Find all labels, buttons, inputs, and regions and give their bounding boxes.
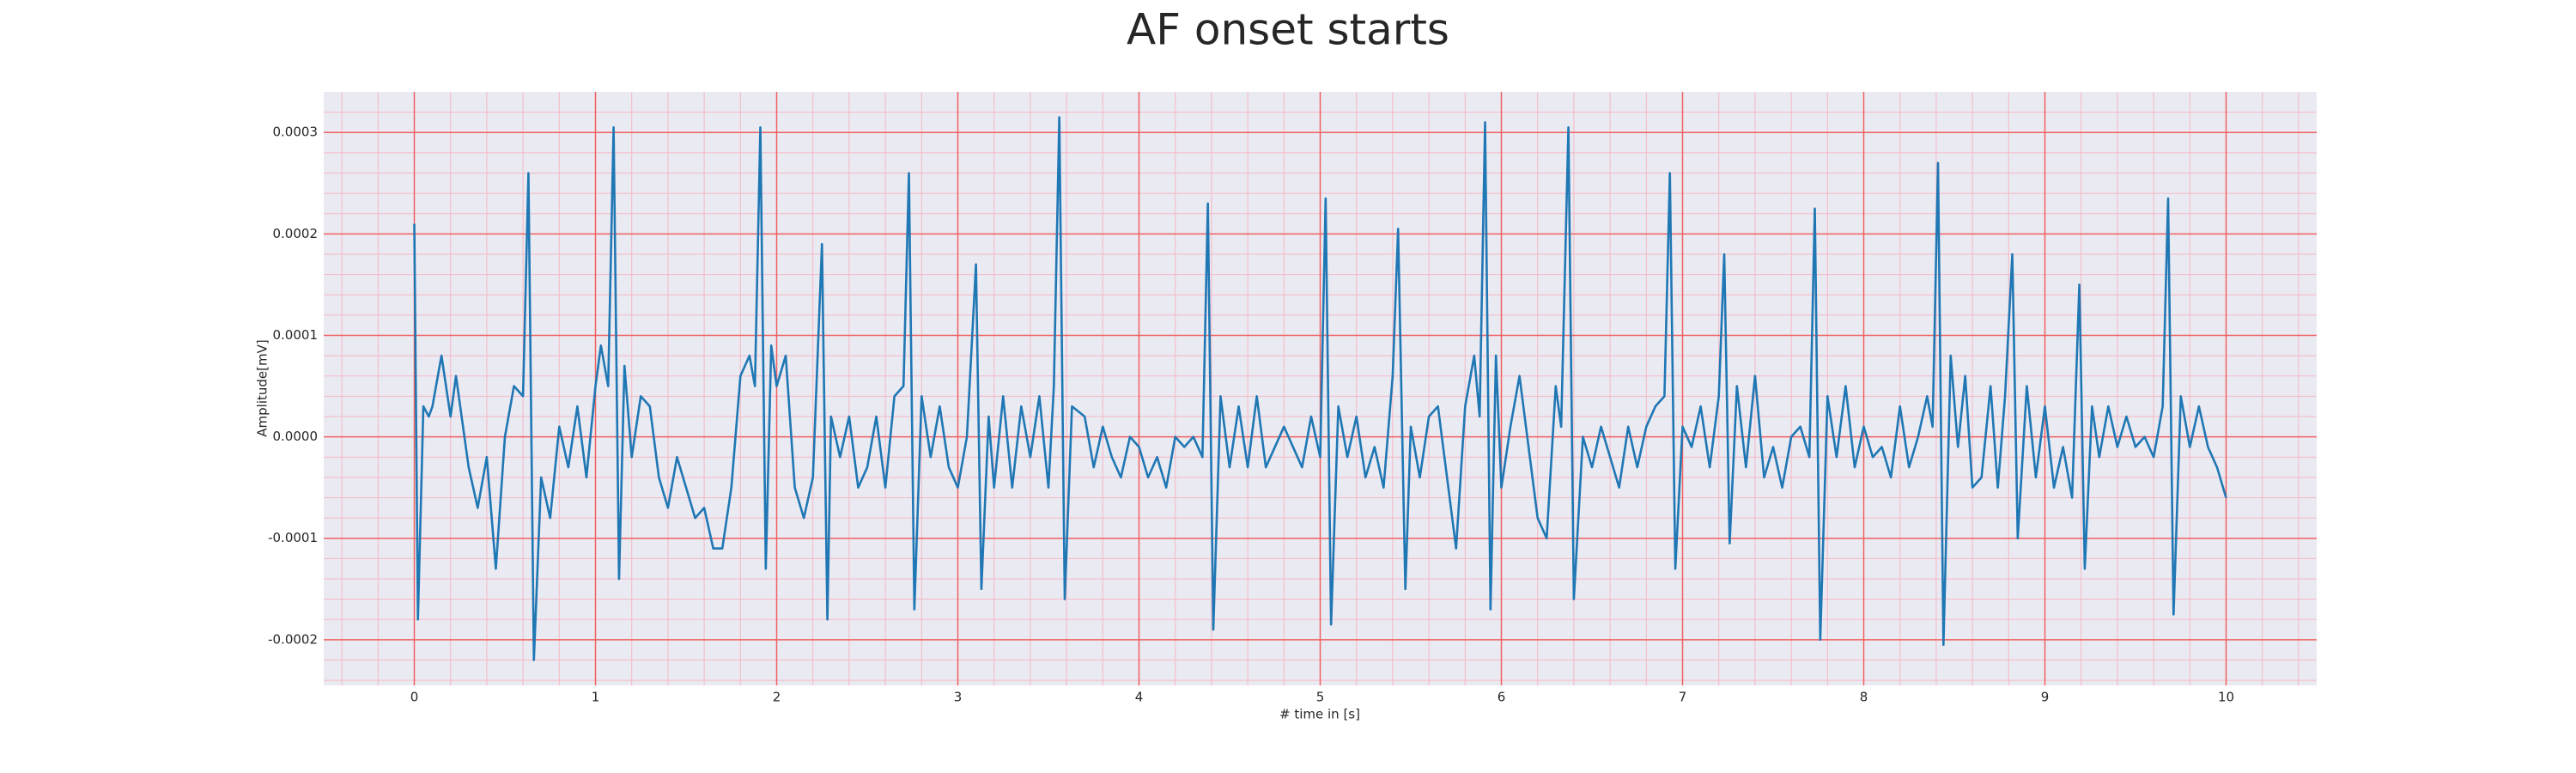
x-tick-label: 1 bbox=[592, 690, 600, 705]
x-tick-label: 9 bbox=[2041, 690, 2050, 705]
y-axis-label: Amplitude[mV] bbox=[255, 339, 270, 436]
y-tick-label: 0.0003 bbox=[273, 125, 319, 140]
x-tick-label: 7 bbox=[1679, 690, 1687, 705]
x-tick-label: 8 bbox=[1860, 690, 1868, 705]
x-tick-label: 0 bbox=[410, 690, 419, 705]
y-tick-label: 0.0001 bbox=[273, 327, 319, 343]
signal-line bbox=[413, 116, 2227, 661]
x-tick-label: 2 bbox=[773, 690, 781, 705]
x-tick-label: 10 bbox=[2218, 690, 2234, 705]
y-tick-label: 0.0000 bbox=[273, 429, 319, 444]
y-tick-label: -0.0002 bbox=[268, 631, 318, 647]
x-axis-label: # time in [s] bbox=[1279, 707, 1360, 722]
chart-title: AF onset starts bbox=[1127, 5, 1449, 55]
lines bbox=[413, 116, 2227, 661]
y-tick-label: 0.0002 bbox=[273, 226, 319, 241]
x-tick-label: 4 bbox=[1135, 690, 1144, 705]
x-tick-label: 5 bbox=[1316, 690, 1325, 705]
y-tick-label: -0.0001 bbox=[268, 530, 318, 545]
x-tick-label: 6 bbox=[1498, 690, 1506, 705]
x-tick-label: 3 bbox=[954, 690, 963, 705]
